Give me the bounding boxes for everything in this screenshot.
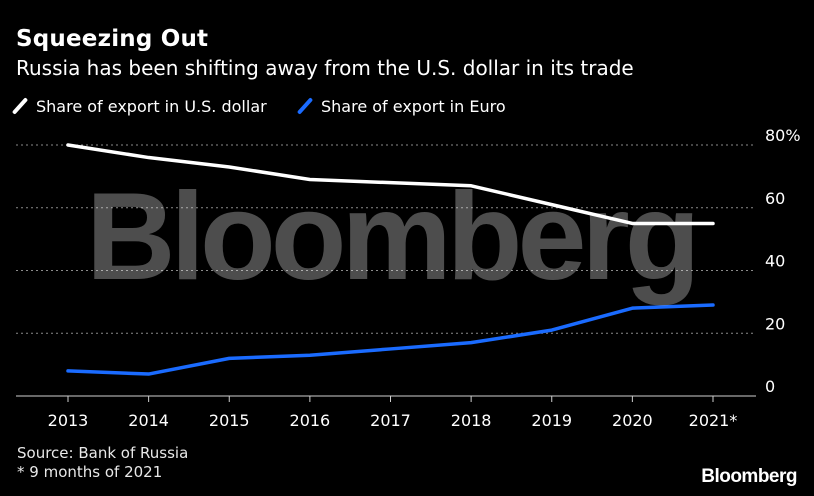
x-tick-label: 2021* <box>689 411 738 430</box>
x-tick-label: 2015 <box>209 411 250 430</box>
x-tick-label: 2018 <box>451 411 492 430</box>
y-tick-label: 20 <box>765 314 785 333</box>
x-tick-label: 2013 <box>48 411 89 430</box>
series-lines <box>66 143 715 376</box>
footnote: * 9 months of 2021 <box>17 463 163 481</box>
y-tick-label: 80% <box>765 126 801 145</box>
legend-item-eur: Share of export in Euro <box>296 95 506 117</box>
grid-lines <box>16 144 756 334</box>
x-tick-label: 2017 <box>370 411 411 430</box>
y-tick-label: 60 <box>765 189 785 208</box>
x-tick-label: 2016 <box>290 411 331 430</box>
legend-label-eur: Share of export in Euro <box>321 96 506 116</box>
axes: 0 20 40 60 80% 2013 2014 2015 2016 2017 2018 2019 20… <box>16 126 801 430</box>
x-tick-label: 2020 <box>612 411 653 430</box>
y-tick-label: 0 <box>765 377 775 396</box>
x-tick-label: 2019 <box>531 411 572 430</box>
chart-title: Squeezing Out <box>16 26 209 52</box>
footnotes: Source: Bank of Russia * 9 months of 202… <box>17 444 188 482</box>
usd-series-line <box>66 143 715 226</box>
eur-series-line <box>66 303 715 376</box>
bloomberg-logo: Bloomberg <box>701 466 797 487</box>
chart-subtitle: Russia has been shifting away from the U… <box>16 56 634 80</box>
y-tick-label: 40 <box>765 252 785 271</box>
legend-label-usd: Share of export in U.S. dollar <box>36 96 267 116</box>
legend-item-usd: Share of export in U.S. dollar <box>11 95 267 117</box>
source-note: Source: Bank of Russia <box>17 444 189 462</box>
x-tick-label: 2014 <box>128 411 169 430</box>
